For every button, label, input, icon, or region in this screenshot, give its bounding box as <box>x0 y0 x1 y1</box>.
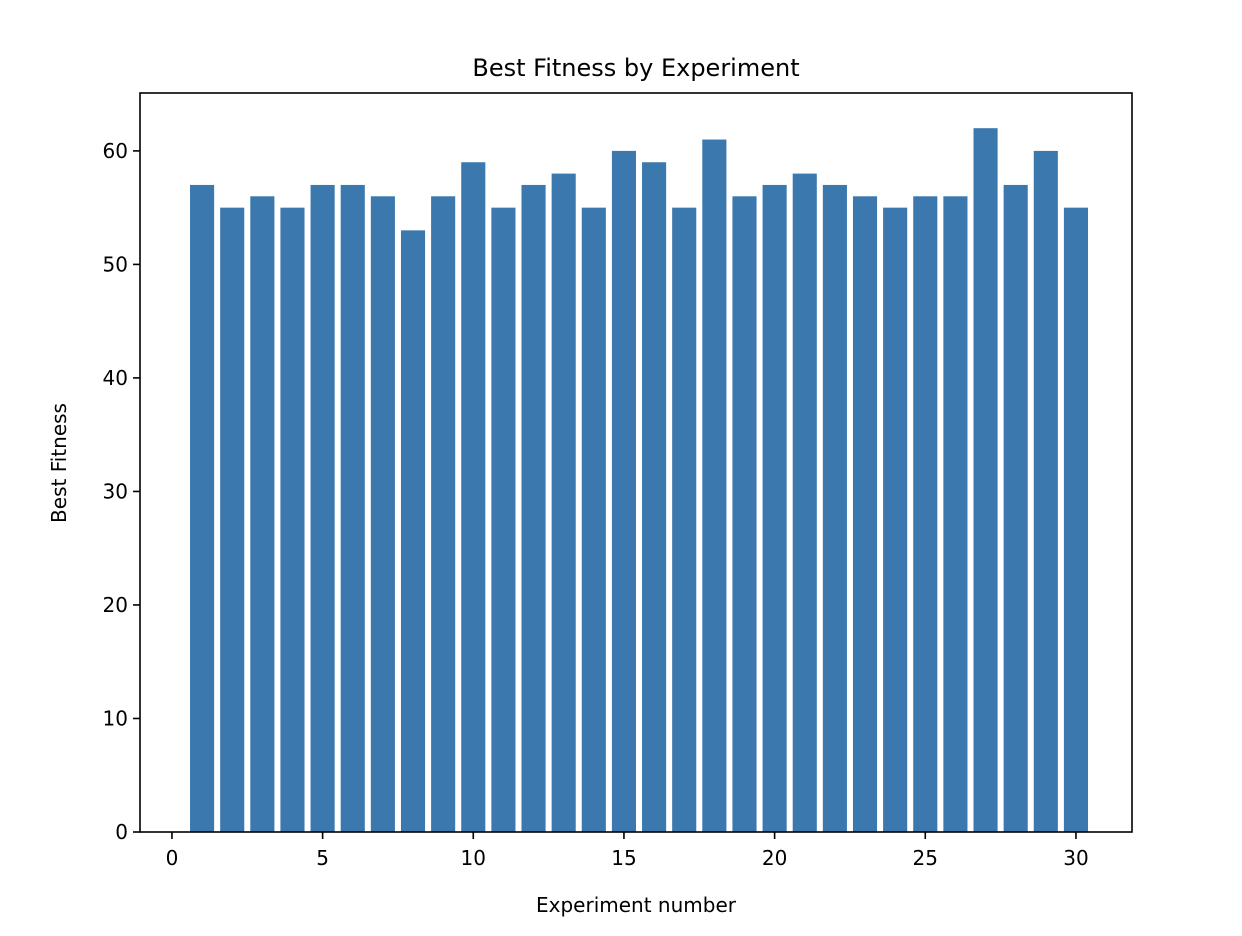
chart-title: Best Fitness by Experiment <box>472 54 799 82</box>
x-axis-label: Experiment number <box>536 893 737 917</box>
bar-experiment-9 <box>431 196 456 833</box>
plot-frame <box>139 92 1133 833</box>
y-tick-label: 60 <box>103 139 128 163</box>
bar-experiment-22 <box>822 184 847 832</box>
bar-experiment-28 <box>1003 184 1028 832</box>
bar-experiment-5 <box>310 184 335 832</box>
y-tick-label: 30 <box>103 479 128 503</box>
bar-experiment-29 <box>1033 150 1058 832</box>
x-tick-label: 10 <box>461 846 486 870</box>
bar-experiment-11 <box>491 207 516 832</box>
y-axis-label: Best Fitness <box>47 403 71 523</box>
x-tick-label: 5 <box>316 846 329 870</box>
bar-experiment-24 <box>883 207 908 832</box>
y-tick-label: 0 <box>115 820 128 844</box>
bars-group <box>190 128 1089 833</box>
bar-experiment-2 <box>220 207 245 832</box>
bar-experiment-18 <box>702 139 727 833</box>
x-tick-label: 20 <box>762 846 787 870</box>
x-tick-label: 25 <box>913 846 938 870</box>
y-tick-label: 40 <box>103 366 128 390</box>
bar-experiment-17 <box>672 207 697 832</box>
bar-experiment-21 <box>792 173 817 833</box>
x-tick-label: 0 <box>166 846 179 870</box>
bar-experiment-7 <box>370 196 395 833</box>
bar-experiment-1 <box>190 184 215 832</box>
bar-experiment-23 <box>852 196 878 833</box>
bar-experiment-3 <box>250 196 275 833</box>
bar-experiment-10 <box>461 162 486 832</box>
y-tick-label: 50 <box>103 252 128 276</box>
bar-experiment-20 <box>762 184 787 832</box>
bar-experiment-14 <box>581 207 606 832</box>
y-axis-ticks: 0 10 20 30 40 50 60 <box>103 139 140 844</box>
bar-experiment-6 <box>340 184 365 832</box>
bar-experiment-8 <box>400 230 426 833</box>
bar-experiment-30 <box>1063 207 1089 832</box>
bar-experiment-25 <box>913 196 938 833</box>
x-tick-label: 15 <box>611 846 636 870</box>
y-tick-label: 20 <box>103 593 128 617</box>
bar-experiment-27 <box>973 128 998 832</box>
bar-experiment-15 <box>611 150 636 832</box>
bar-experiment-4 <box>280 207 305 832</box>
bar-experiment-19 <box>732 196 757 833</box>
x-tick-label: 30 <box>1063 846 1088 870</box>
bar-experiment-12 <box>521 184 546 832</box>
bar-experiment-26 <box>943 196 968 833</box>
x-axis-ticks: 0 5 10 15 20 25 30 <box>166 832 1089 870</box>
y-tick-label: 10 <box>103 706 128 730</box>
bar-experiment-16 <box>642 162 667 832</box>
bar-experiment-13 <box>551 173 576 833</box>
